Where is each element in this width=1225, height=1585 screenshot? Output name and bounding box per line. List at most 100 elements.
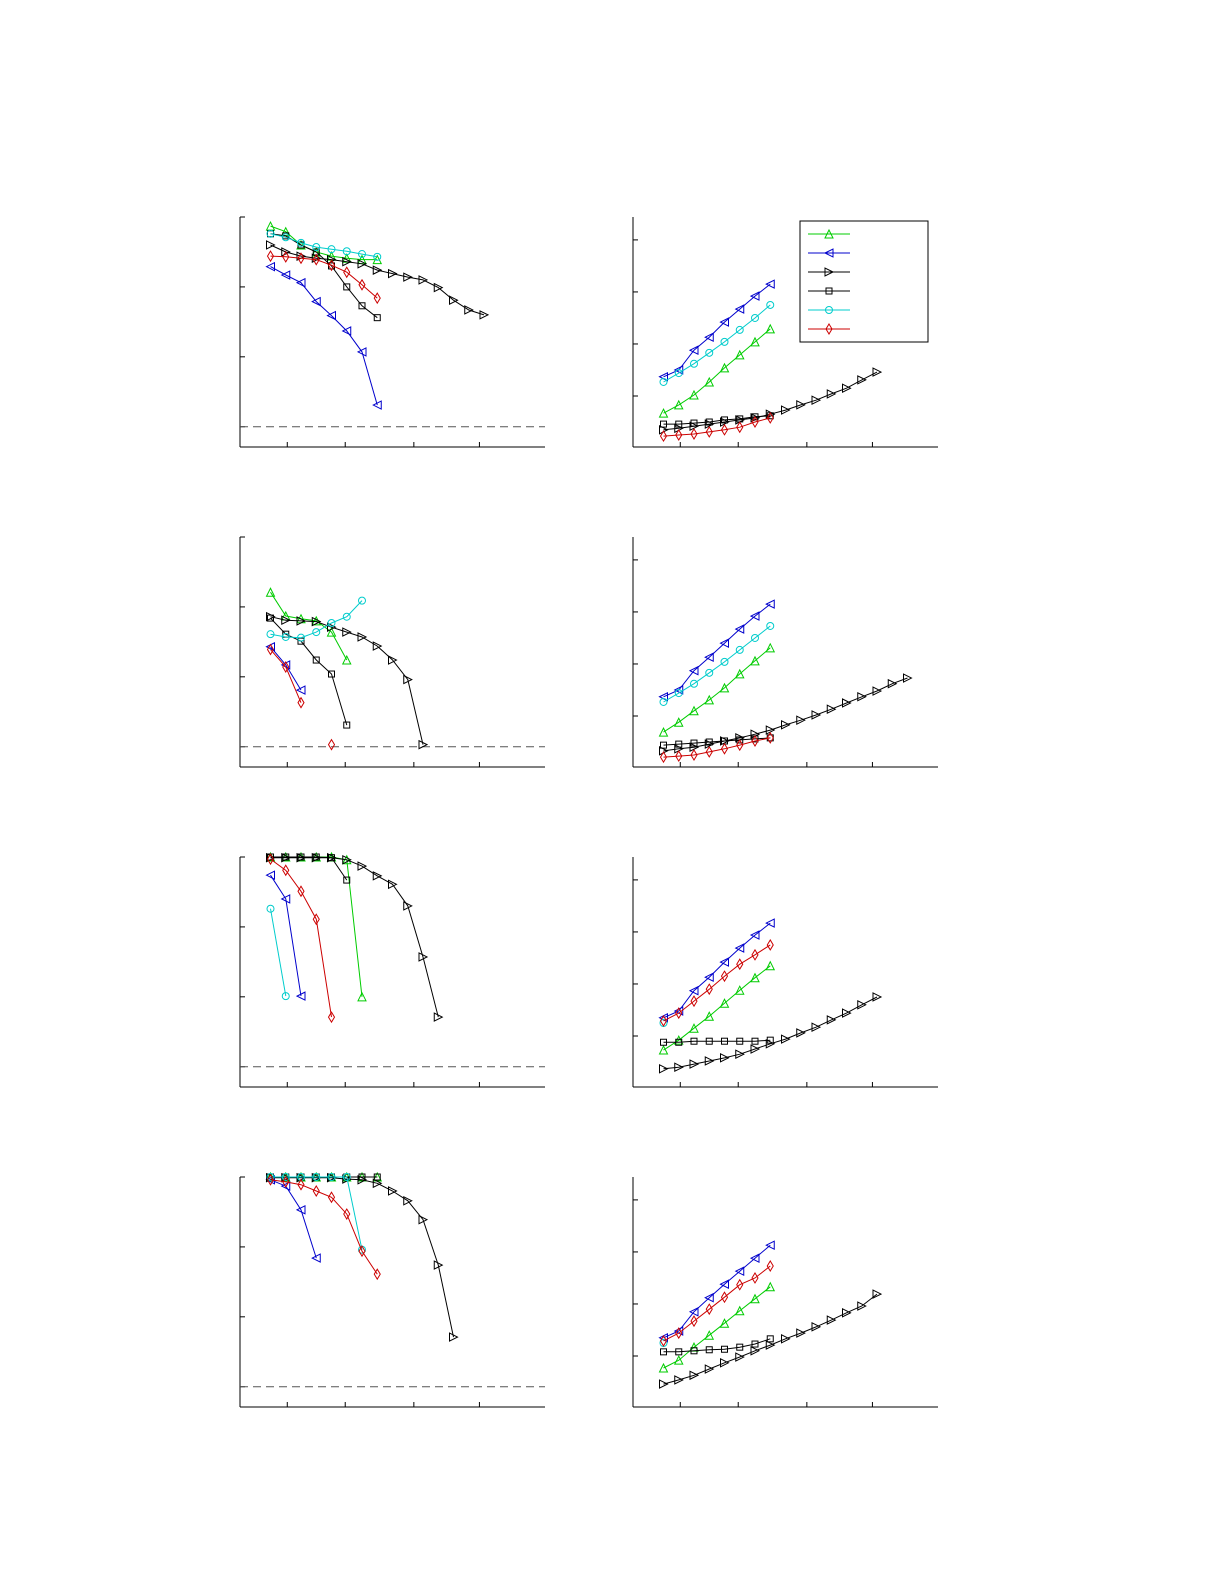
marker: [327, 1011, 336, 1024]
marker: [358, 302, 366, 310]
marker: [887, 678, 898, 689]
marker: [719, 682, 730, 693]
marker: [282, 864, 290, 877]
marker: [311, 1253, 321, 1263]
marker: [295, 685, 306, 695]
marker: [357, 991, 367, 1002]
marker: [296, 616, 307, 626]
marker: [811, 395, 822, 405]
marker: [857, 691, 867, 702]
marker: [418, 952, 429, 962]
marker: [295, 991, 306, 1001]
marker: [750, 655, 760, 666]
marker: [736, 1278, 744, 1291]
marker: [719, 957, 729, 967]
marker: [736, 739, 744, 752]
marker: [311, 296, 321, 307]
marker: [281, 615, 291, 626]
marker: [720, 1291, 729, 1304]
series-line: [270, 908, 287, 997]
marker: [765, 1340, 776, 1350]
marker: [689, 705, 699, 716]
marker: [418, 739, 429, 750]
marker: [358, 1173, 366, 1181]
marker: [796, 1328, 806, 1338]
marker: [689, 1370, 700, 1381]
marker: [751, 633, 759, 642]
marker: [689, 389, 699, 400]
marker: [326, 310, 336, 321]
marker: [721, 416, 728, 424]
marker: [328, 670, 335, 678]
marker: [297, 853, 305, 861]
marker: [282, 1175, 290, 1188]
marker: [750, 1044, 761, 1054]
marker: [826, 389, 837, 399]
marker: [872, 1289, 883, 1299]
marker: [659, 377, 668, 386]
marker: [825, 306, 833, 314]
marker: [357, 861, 368, 871]
marker: [265, 261, 275, 272]
marker: [266, 1173, 275, 1186]
marker: [403, 272, 413, 282]
marker: [719, 1279, 729, 1290]
marker: [690, 419, 698, 427]
marker: [823, 248, 834, 258]
marker: [658, 1044, 669, 1055]
marker: [705, 425, 713, 438]
marker: [824, 267, 835, 277]
marker: [720, 337, 729, 346]
marker: [842, 1308, 852, 1318]
marker: [734, 985, 745, 995]
marker: [765, 642, 776, 653]
marker: [312, 628, 321, 637]
marker: [734, 668, 745, 679]
marker: [658, 727, 669, 737]
marker: [719, 1318, 730, 1328]
marker: [660, 420, 667, 428]
series-line: [270, 856, 363, 997]
marker: [872, 367, 883, 377]
marker: [765, 1039, 776, 1049]
series-line: [270, 617, 348, 726]
marker: [751, 1340, 759, 1348]
marker: [266, 1173, 275, 1181]
marker: [372, 871, 383, 881]
marker: [766, 1335, 774, 1343]
marker: [750, 336, 760, 347]
marker: [265, 587, 276, 597]
series-line: [663, 1286, 771, 1369]
marker: [659, 1379, 669, 1389]
marker: [749, 1253, 760, 1263]
marker: [342, 1173, 351, 1181]
marker: [266, 630, 275, 639]
marker: [281, 632, 290, 641]
marker: [280, 1181, 291, 1191]
marker: [388, 268, 398, 279]
marker: [690, 1315, 698, 1328]
series-line: [663, 1293, 878, 1385]
marker: [297, 696, 305, 709]
marker: [811, 1022, 822, 1032]
marker: [734, 624, 745, 634]
marker: [372, 400, 382, 410]
marker: [705, 1346, 713, 1354]
marker: [311, 616, 322, 627]
marker: [327, 738, 336, 751]
marker: [312, 853, 320, 861]
marker: [266, 240, 276, 250]
marker: [341, 654, 352, 665]
marker: [674, 689, 683, 698]
marker: [765, 323, 776, 334]
marker: [343, 266, 351, 279]
marker: [658, 408, 669, 418]
marker: [675, 1038, 683, 1046]
marker: [766, 621, 775, 630]
series-line: [270, 858, 332, 1018]
series-line: [270, 225, 378, 261]
marker: [673, 685, 684, 695]
marker: [327, 1191, 336, 1204]
marker: [433, 1260, 444, 1270]
marker: [675, 1007, 683, 1020]
